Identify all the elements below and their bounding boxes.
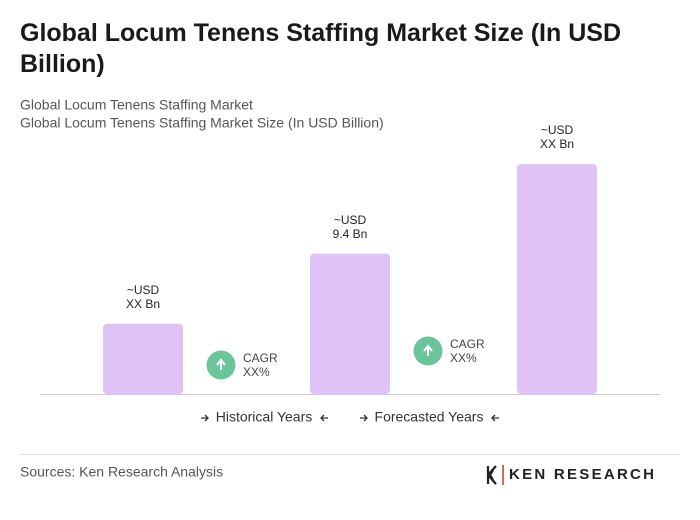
subtitle: Global Locum Tenens Staffing Market Size… (20, 115, 384, 131)
period-arrow (320, 414, 328, 422)
value-label: ~USD (541, 123, 574, 137)
period-arrow (491, 414, 499, 422)
value-label: XX Bn (540, 137, 574, 151)
period-label: Historical Years (216, 409, 313, 425)
logo: KEN RESEARCH (486, 465, 654, 485)
source: Sources: Ken Research Analysis (20, 464, 223, 480)
bar (103, 323, 183, 394)
cagr-label: CAGR (450, 337, 485, 351)
value-label: XX Bn (126, 297, 160, 311)
logo-text: KEN RESEARCH (509, 466, 654, 483)
period-arrow (201, 414, 209, 422)
value-label: ~USD (127, 283, 160, 297)
cagr-arrow (423, 344, 433, 356)
bar (310, 253, 390, 394)
cagr-label: CAGR (243, 351, 278, 365)
bar (517, 164, 597, 394)
subtitle: Global Locum Tenens Staffing Market (20, 97, 253, 113)
value-label: 9.4 Bn (333, 227, 368, 241)
cagr-arrow (216, 358, 226, 370)
period-label: Forecasted Years (375, 409, 484, 425)
period-arrow (360, 414, 368, 422)
cagr-label: XX% (450, 351, 477, 365)
cagr-label: XX% (243, 365, 270, 379)
value-label: ~USD (334, 213, 367, 227)
chart-title: Global Locum Tenens Staffing Market Size… (20, 19, 622, 78)
logo-icon (486, 465, 497, 485)
